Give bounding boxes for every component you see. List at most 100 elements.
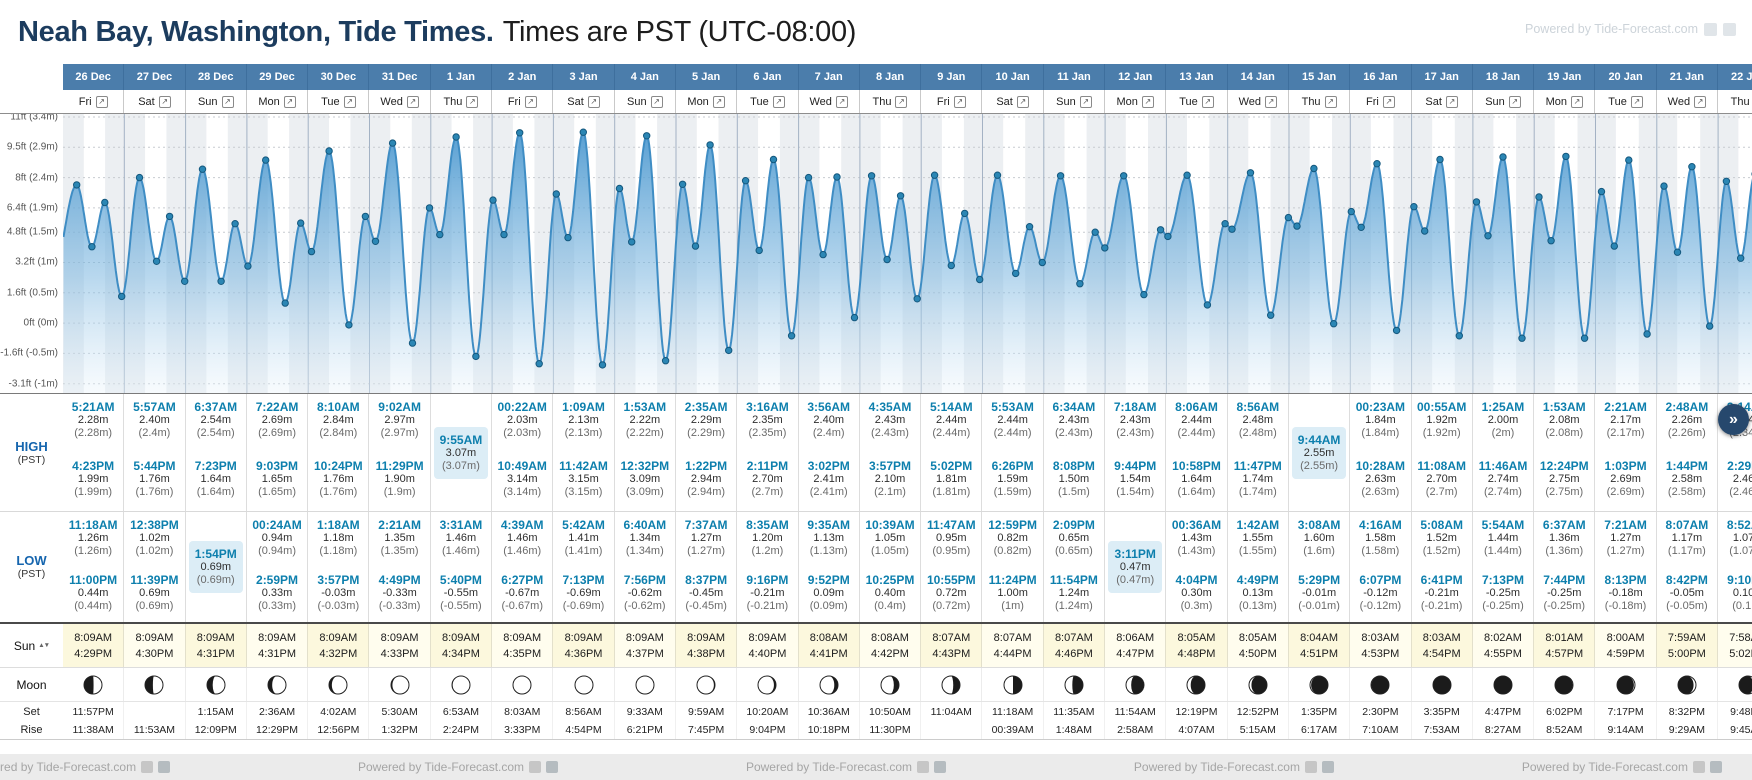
expand-day-icon[interactable]: ↗ bbox=[1265, 95, 1277, 108]
expand-day-icon[interactable]: ↗ bbox=[466, 95, 479, 108]
expand-day-icon[interactable]: ↗ bbox=[95, 95, 108, 108]
expand-day-icon[interactable]: ↗ bbox=[1382, 95, 1395, 108]
powered-by-top-link[interactable]: Powered by Tide-Forecast.com bbox=[1525, 22, 1736, 36]
tide-time: 11:46AM bbox=[1478, 458, 1528, 473]
tide-time: 9:16PM bbox=[746, 573, 789, 587]
day-cell[interactable]: Thu↗ bbox=[1718, 90, 1752, 113]
day-cell[interactable]: Sun ↗ bbox=[1472, 90, 1535, 113]
day-cell[interactable]: Wed ↗ bbox=[798, 90, 860, 113]
tide-height-alt: (2.4m) bbox=[812, 427, 845, 439]
day-cell[interactable]: Tue ↗ bbox=[1595, 90, 1657, 113]
watermark-text[interactable]: Powered by Tide-Forecast.com bbox=[1521, 760, 1688, 774]
day-cell[interactable]: Thu↗ bbox=[430, 90, 493, 113]
day-cell[interactable]: Sat ↗ bbox=[982, 90, 1044, 113]
day-cell[interactable]: Sat ↗ bbox=[124, 90, 186, 113]
sunrise-time: 8:03AM bbox=[1361, 631, 1400, 644]
low-tide-event: 10:25PM 0.40m (0.4m) bbox=[860, 567, 920, 622]
expand-day-icon[interactable]: ↗ bbox=[1570, 95, 1583, 108]
powered-by-watermark[interactable]: Powered by Tide-Forecast.com bbox=[745, 760, 947, 774]
tide-height-m: 2.44m bbox=[1181, 414, 1212, 426]
expand-day-icon[interactable]: ↗ bbox=[953, 95, 966, 108]
day-cell[interactable]: Mon ↗ bbox=[246, 90, 309, 113]
tide-height-m: 1.27m bbox=[690, 532, 722, 544]
day-cell[interactable]: Wed ↗ bbox=[369, 90, 431, 113]
expand-day-icon[interactable]: ↗ bbox=[1141, 95, 1154, 108]
expand-day-icon[interactable]: ↗ bbox=[158, 95, 171, 108]
tide-height-alt: (1m) bbox=[1001, 600, 1024, 612]
expand-day-icon[interactable]: ↗ bbox=[1630, 95, 1643, 108]
expand-day-icon[interactable]: ↗ bbox=[283, 95, 296, 108]
moonrise-time: 7:45PM bbox=[675, 721, 738, 739]
day-cell[interactable]: Thu↗ bbox=[859, 90, 922, 113]
powered-by-watermark[interactable]: Powered by Tide-Forecast.com bbox=[0, 760, 171, 774]
high-tide-event: 6:34AM 2.43m (2.43m) bbox=[1044, 394, 1104, 453]
day-cell[interactable]: Sat ↗ bbox=[553, 90, 615, 113]
tide-height-alt: (2.54m) bbox=[196, 427, 235, 439]
day-cell[interactable]: Tue ↗ bbox=[737, 90, 799, 113]
tide-time: 10:55PM bbox=[926, 573, 976, 587]
day-cell[interactable]: Fri ↗ bbox=[1350, 90, 1412, 113]
expand-day-icon[interactable]: ↗ bbox=[587, 95, 600, 108]
expand-day-icon[interactable]: ↗ bbox=[221, 95, 234, 108]
day-cell[interactable]: Mon ↗ bbox=[1105, 90, 1167, 113]
expand-day-icon[interactable]: ↗ bbox=[1508, 95, 1521, 108]
day-cell[interactable]: Sun ↗ bbox=[614, 90, 676, 113]
expand-day-icon[interactable]: ↗ bbox=[1201, 95, 1214, 108]
day-cell[interactable]: Sun ↗ bbox=[185, 90, 247, 113]
tide-height-m: 1.46m bbox=[445, 532, 477, 544]
sunset-time: 4:30PM bbox=[135, 647, 174, 660]
moonset-time: 9:59AM bbox=[675, 702, 738, 721]
powered-by-watermark[interactable]: Powered by Tide-Forecast.com bbox=[1522, 760, 1722, 774]
powered-by-watermark[interactable]: Powered by Tide-Forecast.com bbox=[357, 760, 559, 774]
day-cell[interactable]: Sat ↗ bbox=[1411, 90, 1473, 113]
expand-day-icon[interactable]: ↗ bbox=[1016, 95, 1029, 108]
tide-time: 3:16AM bbox=[746, 400, 789, 414]
day-cell[interactable]: Wed ↗ bbox=[1656, 90, 1719, 113]
expand-day-icon[interactable]: ↗ bbox=[343, 95, 356, 108]
expand-day-icon[interactable]: ↗ bbox=[650, 95, 663, 108]
tide-height-alt: (-0.25m) bbox=[1543, 600, 1586, 612]
moon-phase-icon bbox=[206, 675, 226, 694]
expand-day-icon[interactable]: ↗ bbox=[835, 95, 848, 108]
day-cell[interactable]: Wed ↗ bbox=[1227, 90, 1289, 113]
day-cell[interactable]: Fri ↗ bbox=[921, 90, 983, 113]
day-cell[interactable]: Tue ↗ bbox=[1166, 90, 1228, 113]
day-cell[interactable]: Mon ↗ bbox=[1534, 90, 1596, 113]
powered-by-text[interactable]: Powered by Tide-Forecast.com bbox=[1525, 22, 1698, 36]
expand-day-icon[interactable]: ↗ bbox=[1324, 95, 1337, 108]
expand-day-icon[interactable]: ↗ bbox=[895, 95, 908, 108]
expand-day-icon[interactable]: ↗ bbox=[772, 95, 785, 108]
tide-height-m: 2.26m bbox=[1671, 414, 1703, 426]
day-cell[interactable]: Fri ↗ bbox=[492, 90, 554, 113]
moon-phase-row: Moon bbox=[0, 668, 1752, 702]
powered-by-watermark[interactable]: Powered by Tide-Forecast.com bbox=[1134, 760, 1334, 774]
expand-day-icon[interactable]: ↗ bbox=[1445, 95, 1458, 108]
expand-day-icon[interactable]: ↗ bbox=[406, 95, 419, 108]
moon-phase-cell bbox=[124, 668, 186, 701]
day-cell[interactable]: Tue ↗ bbox=[308, 90, 370, 113]
watermark-icon bbox=[1709, 761, 1722, 773]
tide-time: 1:53AM bbox=[623, 400, 667, 414]
watermark-text[interactable]: Powered by Tide-Forecast.com bbox=[0, 760, 137, 774]
watermark-text[interactable]: Powered by Tide-Forecast.com bbox=[1133, 760, 1300, 774]
expand-day-icon[interactable]: ↗ bbox=[524, 95, 537, 108]
tide-time: 3:56AM bbox=[807, 400, 851, 414]
moon-phase-icon bbox=[1616, 675, 1636, 694]
high-tide-cell: 5:14AM 2.44m (2.44m) 5:02PM 1.81m (1.81m) bbox=[921, 394, 983, 511]
tide-height-m: -0.69m bbox=[566, 587, 601, 599]
tide-height-alt: (2.7m) bbox=[751, 485, 784, 498]
high-tide-cell: 1:09AM 2.13m (2.13m) 11:42AM 3.15m (3.15m) bbox=[553, 394, 615, 511]
day-cell[interactable]: Sun ↗ bbox=[1043, 90, 1106, 113]
expand-day-icon[interactable]: ↗ bbox=[1694, 95, 1707, 108]
watermark-text[interactable]: Powered by Tide-Forecast.com bbox=[357, 760, 525, 774]
day-cell[interactable]: Mon ↗ bbox=[675, 90, 738, 113]
tide-time: 6:37AM bbox=[194, 400, 238, 414]
day-of-week-label: Sun bbox=[627, 95, 647, 108]
tide-height-alt: (1.76m) bbox=[135, 485, 174, 498]
day-cell[interactable]: Fri ↗ bbox=[63, 90, 125, 113]
watermark-text[interactable]: Powered by Tide-Forecast.com bbox=[745, 760, 913, 774]
expand-day-icon[interactable]: ↗ bbox=[1079, 95, 1092, 108]
scroll-next-button[interactable]: » bbox=[1718, 404, 1749, 435]
expand-day-icon[interactable]: ↗ bbox=[712, 95, 725, 108]
day-cell[interactable]: Thu↗ bbox=[1288, 90, 1351, 113]
